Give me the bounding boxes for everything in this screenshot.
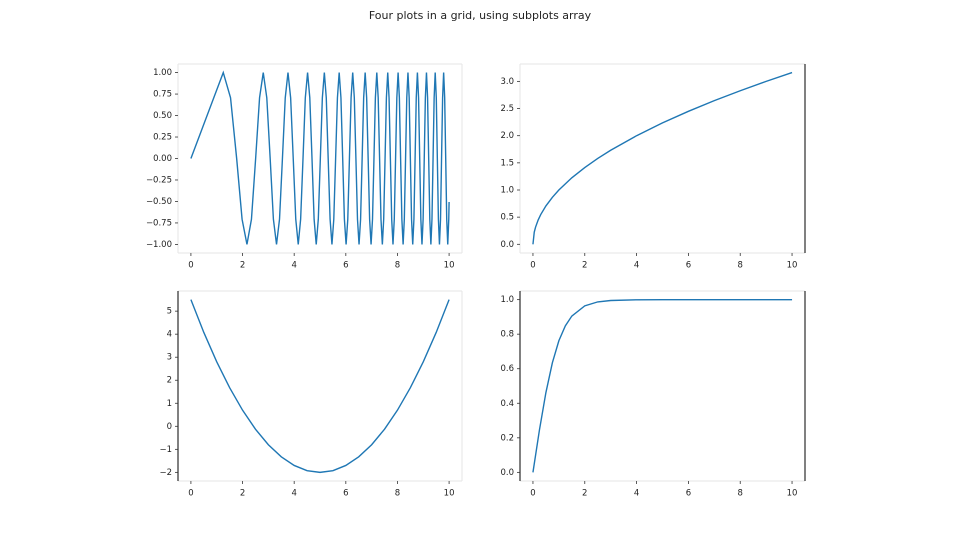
data-line: [532, 298, 793, 473]
y-tick-label: 1.5: [500, 158, 514, 168]
y-tick-label: 3.0: [500, 77, 514, 87]
y-tick-label: −0.75: [146, 218, 172, 228]
y-tick-label: −1.00: [146, 240, 172, 250]
y-tick-label: 2: [167, 376, 172, 386]
x-tick-label: 2: [240, 489, 245, 499]
x-tick-label: 2: [582, 261, 587, 271]
x-tick-label: 6: [686, 489, 691, 499]
x-tick-label: 6: [343, 489, 348, 499]
y-tick-label: 5: [167, 307, 172, 317]
x-tick-label: 8: [395, 261, 400, 271]
x-tick-label: 10: [444, 489, 455, 499]
y-tick-label: −0.25: [146, 175, 172, 185]
x-tick-label: 8: [738, 261, 743, 271]
x-tick-label: 10: [787, 489, 798, 499]
x-tick-label: 8: [395, 489, 400, 499]
y-tick-label: −2: [159, 468, 172, 478]
x-tick-label: 2: [582, 489, 587, 499]
x-tick-label: 8: [738, 489, 743, 499]
y-tick-label: 1: [167, 399, 172, 409]
figure-title: Four plots in a grid, using subplots arr…: [369, 9, 592, 22]
y-tick-label: 0: [167, 422, 172, 432]
y-tick-label: 0.0: [500, 240, 514, 250]
y-tick-label: 2.0: [500, 131, 514, 141]
y-tick-label: 1.0: [500, 295, 514, 305]
y-tick-label: 0.2: [500, 433, 514, 443]
y-tick-label: 3: [167, 353, 172, 363]
data-line: [190, 299, 450, 474]
x-tick-label: 4: [634, 489, 639, 499]
y-tick-label: 0.6: [500, 364, 514, 374]
x-tick-label: 0: [530, 489, 535, 499]
y-tick-label: 2.5: [500, 104, 514, 114]
x-tick-label: 4: [634, 261, 639, 271]
y-tick-label: 0.4: [500, 399, 514, 409]
x-tick-label: 0: [188, 261, 193, 271]
y-tick-label: 1.0: [500, 186, 514, 196]
x-tick-label: 2: [240, 261, 245, 271]
data-line: [190, 70, 450, 245]
y-tick-label: 0.0: [500, 468, 514, 478]
y-tick-label: 1.00: [153, 68, 172, 78]
x-tick-label: 4: [291, 261, 296, 271]
x-tick-label: 0: [530, 261, 535, 271]
y-tick-label: 0.75: [153, 90, 172, 100]
x-tick-label: 6: [343, 261, 348, 271]
data-line: [532, 71, 793, 245]
y-tick-label: 0.50: [153, 111, 172, 121]
y-tick-label: 0.8: [500, 330, 514, 340]
y-tick-label: 0.5: [500, 213, 514, 223]
y-tick-label: 0.00: [153, 154, 172, 164]
x-tick-label: 6: [686, 261, 691, 271]
y-tick-label: 0.25: [153, 133, 172, 143]
x-tick-label: 0: [188, 489, 193, 499]
y-tick-label: −1: [159, 445, 172, 455]
x-tick-label: 10: [787, 261, 798, 271]
y-tick-label: 4: [167, 330, 172, 340]
y-tick-label: −0.50: [146, 197, 172, 207]
x-tick-label: 10: [444, 261, 455, 271]
x-tick-label: 4: [291, 489, 296, 499]
